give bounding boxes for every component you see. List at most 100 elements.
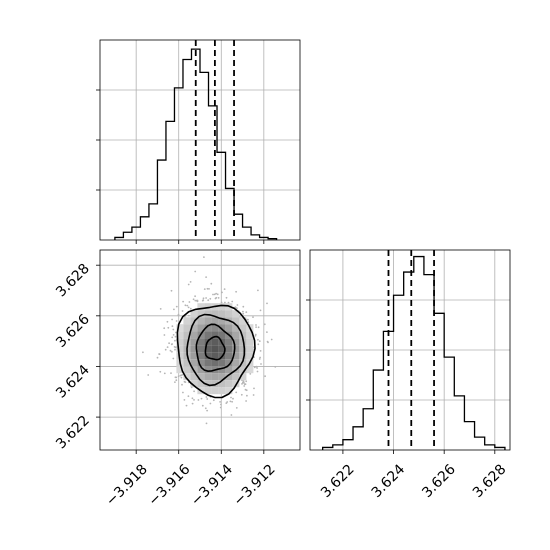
density-cell [246, 338, 254, 346]
density-cell [211, 373, 219, 381]
joint-density-panel: −3.918−3.916−3.914−3.912 3.622 3.624 3.626 3… [53, 249, 301, 509]
scatter-point [182, 300, 185, 303]
scatter-point [177, 375, 180, 378]
scatter-point [245, 389, 248, 392]
density-cell [232, 359, 240, 367]
scatter-point [219, 401, 222, 403]
contour-line [176, 304, 256, 399]
density-cell [211, 359, 219, 367]
scatter-point [226, 401, 229, 403]
scatter-point [205, 276, 208, 278]
density-cell [218, 366, 226, 374]
scatter-point [187, 306, 190, 309]
density-cell [239, 331, 247, 339]
scatter-point [219, 406, 222, 409]
axes-frame-joint [99, 249, 301, 451]
scatter-point [255, 365, 258, 368]
density-cell [218, 359, 226, 367]
density-cell [232, 324, 240, 332]
grid-y-hist [310, 250, 510, 450]
scatter-point [220, 403, 222, 406]
scatter-point [259, 309, 262, 312]
scatter-point [206, 287, 209, 290]
scatter-point [170, 343, 173, 346]
scatter-point [163, 372, 166, 375]
scatter-point [180, 374, 183, 377]
scatter-point [184, 304, 187, 307]
scatter-point [224, 301, 226, 304]
scatter-point [163, 327, 166, 330]
density-cell [197, 310, 205, 318]
density-cell [176, 345, 184, 353]
density-cell [204, 310, 212, 318]
scatter-point [159, 370, 162, 373]
density-cell [190, 359, 198, 367]
scatter-point [247, 321, 250, 323]
scatter-point [208, 288, 210, 290]
scatter-point [236, 307, 238, 310]
scatter-point [201, 404, 204, 407]
density-cell [246, 366, 254, 374]
scatter-point [258, 358, 261, 360]
density-cell [183, 338, 191, 346]
density-cell [183, 366, 191, 374]
density-cell [225, 387, 233, 395]
scatter-point [163, 334, 166, 336]
y-tick-label: 3.624 [53, 362, 93, 402]
scatter-point [175, 379, 178, 382]
scatter-point [232, 397, 234, 400]
scatter-point [187, 283, 190, 286]
density-cell [183, 373, 191, 381]
scatter-point [169, 349, 172, 352]
scatter-point [142, 351, 144, 354]
scatter-point [245, 311, 248, 313]
density-cell [197, 317, 205, 325]
scatter-point [186, 304, 189, 307]
x-tick-label: 3.626 [419, 461, 459, 501]
density-cell [246, 345, 254, 353]
density-cell [204, 317, 212, 325]
scatter-point [175, 376, 178, 379]
density-cell [204, 352, 212, 360]
scatter-point [235, 407, 238, 409]
scatter-point [252, 316, 254, 318]
scatter-point [193, 399, 195, 401]
density-cell [204, 331, 212, 339]
density-cell [204, 303, 212, 311]
quantile-lines-x [194, 40, 235, 240]
scatter-point [174, 381, 176, 383]
scatter-point [158, 353, 161, 355]
scatter-point [230, 414, 233, 416]
density-cell [211, 310, 219, 318]
density-cell [225, 338, 233, 346]
scatter-point [259, 350, 262, 352]
scatter-point [189, 281, 192, 283]
contour-line [204, 335, 226, 361]
scatter-point [197, 399, 200, 401]
scatter-point [188, 314, 190, 317]
scatter-point [191, 397, 194, 400]
density-cell [190, 338, 198, 346]
scatter-point [245, 380, 248, 383]
scatter-point [207, 299, 210, 302]
density-cell [239, 317, 247, 325]
scatter-point [263, 323, 266, 326]
scatter-point [254, 333, 257, 336]
scatter-point [220, 301, 223, 304]
scatter-point [257, 338, 259, 341]
scatter-point [164, 348, 167, 351]
scatter-point [174, 348, 176, 351]
scatter-point [173, 346, 176, 348]
scatter-point [217, 297, 220, 299]
scatter-point [181, 310, 184, 312]
scatter-point [205, 297, 208, 299]
density-cell [225, 352, 233, 360]
scatter-point [200, 397, 203, 400]
scatter-point [177, 314, 180, 317]
scatter-point [174, 339, 176, 342]
scatter-point [170, 372, 172, 374]
y-tick-label: 3.622 [53, 413, 93, 453]
x-tick-label: 3.624 [369, 461, 409, 501]
density-cell [211, 380, 219, 388]
